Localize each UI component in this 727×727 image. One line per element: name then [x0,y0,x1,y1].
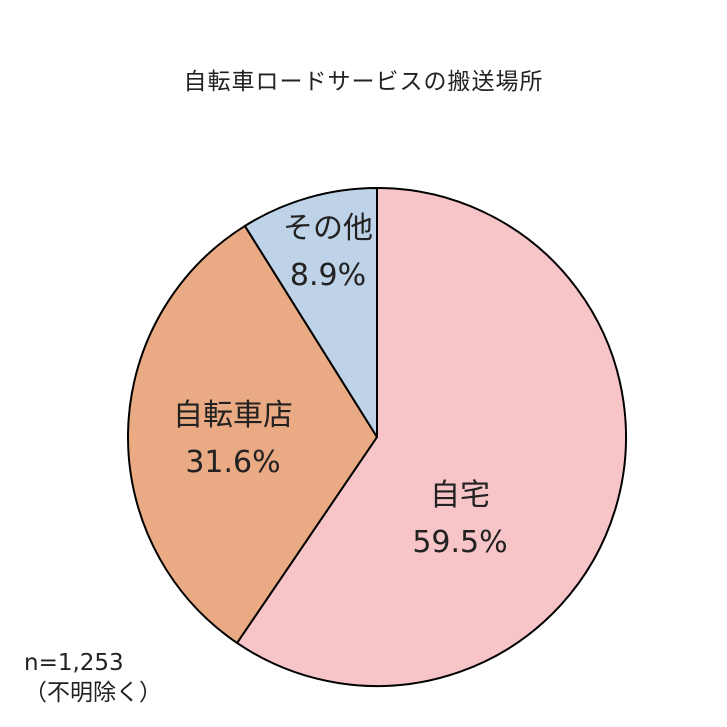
slice-value-label: 59.5% [412,525,507,560]
chart-title: 自転車ロードサービスの搬送場所 [183,69,544,95]
pie-slice-3 [243,187,378,438]
slice-value-label: 8.9% [290,258,366,293]
pie-slices [127,187,627,687]
slice-value-label: 31.6% [185,445,280,480]
slice-name-label: 自転車店 [173,398,293,433]
slice-name-label: その他 [283,211,373,246]
exclusion-note: （不明除く） [24,680,162,706]
slice-name-label: 自宅 [430,478,490,513]
pie-labels: 自宅 59.5% 自転車店 31.6% その他 8.9% [173,211,508,560]
sample-size: n=1,253 [24,650,124,676]
pie-slice-1 [236,187,627,687]
pie-slice-2 [127,224,378,644]
sample-note: n=1,253 （不明除く） [24,648,162,708]
